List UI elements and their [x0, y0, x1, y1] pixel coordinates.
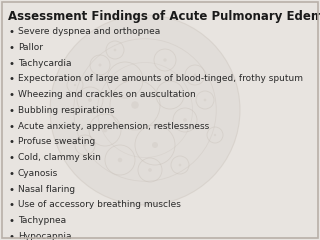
Text: Nasal flaring: Nasal flaring — [18, 185, 75, 194]
Circle shape — [88, 98, 92, 102]
Text: •: • — [8, 59, 14, 69]
Text: Profuse sweating: Profuse sweating — [18, 137, 95, 146]
Text: •: • — [8, 137, 14, 147]
Circle shape — [118, 158, 122, 162]
Circle shape — [103, 128, 108, 132]
Text: Bubbling respirations: Bubbling respirations — [18, 106, 115, 115]
Text: •: • — [8, 106, 14, 116]
Text: Cyanosis: Cyanosis — [18, 169, 58, 178]
Circle shape — [74, 84, 76, 86]
Circle shape — [50, 15, 240, 205]
Text: •: • — [8, 169, 14, 179]
Circle shape — [84, 144, 86, 146]
Circle shape — [168, 93, 172, 97]
Circle shape — [152, 142, 158, 148]
Text: Tachypnea: Tachypnea — [18, 216, 66, 225]
Text: Assessment Findings of Acute Pulmonary Edema: Assessment Findings of Acute Pulmonary E… — [8, 10, 320, 23]
Text: •: • — [8, 74, 14, 84]
Circle shape — [114, 49, 116, 51]
Circle shape — [131, 101, 139, 109]
Circle shape — [214, 134, 216, 136]
Text: •: • — [8, 185, 14, 195]
Text: •: • — [8, 153, 14, 163]
Text: Severe dyspnea and orthopnea: Severe dyspnea and orthopnea — [18, 27, 160, 36]
Text: Expectoration of large amounts of blood-tinged, frothy sputum: Expectoration of large amounts of blood-… — [18, 74, 303, 83]
Text: Hypocapnia: Hypocapnia — [18, 232, 71, 240]
Text: •: • — [8, 122, 14, 132]
Text: Pallor: Pallor — [18, 43, 43, 52]
Circle shape — [204, 99, 206, 101]
Circle shape — [179, 164, 181, 166]
Text: Tachycardia: Tachycardia — [18, 59, 71, 67]
Circle shape — [148, 168, 152, 172]
Text: •: • — [8, 27, 14, 37]
Circle shape — [122, 77, 128, 83]
Text: Wheezing and crackles on auscultation: Wheezing and crackles on auscultation — [18, 90, 196, 99]
Circle shape — [163, 58, 167, 62]
Text: •: • — [8, 200, 14, 210]
Circle shape — [183, 118, 187, 122]
Text: Cold, clammy skin: Cold, clammy skin — [18, 153, 101, 162]
Text: Acute anxiety, apprehension, restlessness: Acute anxiety, apprehension, restlessnes… — [18, 122, 209, 131]
Text: •: • — [8, 43, 14, 53]
Text: Use of accessory breathing muscles: Use of accessory breathing muscles — [18, 200, 181, 210]
Circle shape — [99, 64, 101, 66]
Circle shape — [194, 73, 196, 77]
Text: •: • — [8, 216, 14, 226]
Text: •: • — [8, 232, 14, 240]
Text: •: • — [8, 90, 14, 100]
